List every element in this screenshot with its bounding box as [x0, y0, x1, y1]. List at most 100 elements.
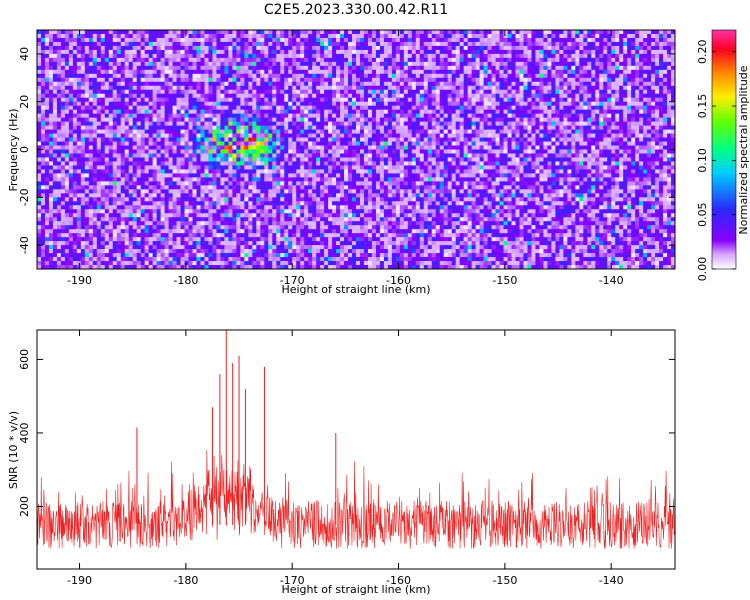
heatmap-cell — [172, 145, 177, 150]
heatmap-cell — [88, 57, 94, 63]
heatmap-cell — [459, 117, 465, 123]
heatmap-cell — [659, 93, 664, 99]
heatmap-cell — [68, 61, 74, 67]
heatmap-cell — [336, 105, 341, 111]
heatmap-cell — [623, 137, 628, 142]
heatmap-cell — [320, 133, 325, 138]
heatmap-cell — [439, 41, 445, 47]
heatmap-cell — [356, 101, 361, 107]
heatmap-cell — [391, 125, 397, 130]
heatmap-cell — [463, 57, 469, 63]
heatmap-cell — [156, 33, 162, 39]
heatmap-cell — [268, 105, 273, 111]
heatmap-cell — [563, 149, 568, 154]
heatmap-cell — [499, 53, 504, 59]
heatmap-cell — [607, 37, 612, 43]
heatmap-cell — [76, 57, 82, 63]
heatmap-cell — [192, 89, 197, 95]
heatmap-cell — [463, 53, 469, 59]
heatmap-cell — [64, 93, 70, 99]
heatmap-cell — [659, 69, 664, 75]
heatmap-cell — [148, 85, 154, 91]
heatmap-cell — [128, 77, 134, 83]
heatmap-cell — [523, 65, 528, 71]
heatmap-cell — [463, 45, 469, 51]
heatmap-cell — [208, 73, 213, 79]
heatmap-cell — [208, 109, 213, 115]
heatmap-cell — [415, 77, 421, 83]
heatmap-cell — [511, 33, 516, 39]
heatmap-cell — [663, 61, 668, 67]
heatmap-cell — [124, 45, 130, 51]
heatmap-cell — [284, 97, 289, 103]
heatmap-cell — [659, 149, 664, 154]
heatmap-cell — [655, 33, 660, 39]
heatmap-cell — [336, 85, 341, 91]
heatmap-cell — [312, 121, 317, 126]
heatmap-cell — [292, 117, 297, 123]
heatmap-cell — [459, 77, 465, 83]
heatmap-cell — [475, 109, 481, 115]
heatmap-cell — [399, 101, 405, 107]
heatmap-cell — [124, 93, 130, 99]
heatmap-cell — [264, 101, 269, 107]
heatmap-cell — [356, 113, 361, 119]
heatmap-cell — [403, 81, 409, 87]
heatmap-cell — [304, 105, 309, 111]
heatmap-cell — [308, 61, 313, 67]
heatmap-cell — [579, 30, 584, 35]
heatmap-cell — [467, 81, 473, 87]
heatmap-cell — [276, 85, 281, 91]
heatmap-cell — [136, 109, 142, 115]
heatmap-cell — [60, 49, 66, 55]
heatmap-cell — [407, 41, 413, 47]
heatmap-cell — [371, 53, 377, 59]
heatmap-cell — [543, 69, 548, 75]
heatmap-cell — [308, 41, 313, 47]
heatmap-cell — [108, 45, 114, 51]
heatmap-cell — [92, 105, 98, 111]
heatmap-cell — [228, 53, 233, 59]
heatmap-cell — [631, 105, 636, 111]
heatmap-cell — [37, 117, 42, 123]
heatmap-cell — [272, 69, 277, 75]
heatmap-cell — [443, 133, 449, 138]
heatmap-cell — [391, 105, 397, 111]
heatmap-cell — [184, 33, 189, 39]
heatmap-cell — [144, 33, 150, 39]
heatmap-cell — [188, 81, 193, 87]
heatmap-cell — [244, 141, 249, 146]
heatmap-cell — [144, 73, 150, 79]
heatmap-cell — [415, 49, 421, 55]
heatmap-cell — [152, 125, 158, 130]
heatmap-cell — [567, 105, 572, 111]
heatmap-cell — [523, 89, 528, 95]
heatmap-cell — [224, 133, 229, 138]
heatmap-cell — [543, 77, 548, 83]
heatmap-cell — [100, 61, 106, 67]
heatmap-cell — [591, 97, 596, 103]
heatmap-cell — [128, 89, 134, 95]
heatmap-cell — [196, 77, 201, 83]
heatmap-cell — [643, 121, 648, 126]
heatmap-cell — [375, 65, 381, 71]
heatmap-cell — [156, 97, 162, 103]
heatmap-cell — [216, 65, 221, 71]
heatmap-cell — [427, 77, 433, 83]
heatmap-cell — [547, 69, 552, 75]
heatmap-cell — [519, 117, 524, 123]
heatmap-cell — [527, 65, 532, 71]
heatmap-cell — [543, 85, 548, 91]
heatmap-cell — [300, 65, 305, 71]
heatmap-cell — [288, 109, 293, 115]
heatmap-cell — [615, 141, 620, 146]
heatmap-cell — [555, 61, 560, 67]
heatmap-cell — [140, 93, 146, 99]
heatmap-cell — [563, 53, 568, 59]
heatmap-cell — [156, 73, 162, 79]
heatmap-cell — [196, 53, 201, 59]
heatmap-cell — [383, 137, 389, 142]
heatmap-cell — [411, 121, 417, 126]
heatmap-cell — [643, 89, 648, 95]
heatmap-cell — [383, 105, 389, 111]
